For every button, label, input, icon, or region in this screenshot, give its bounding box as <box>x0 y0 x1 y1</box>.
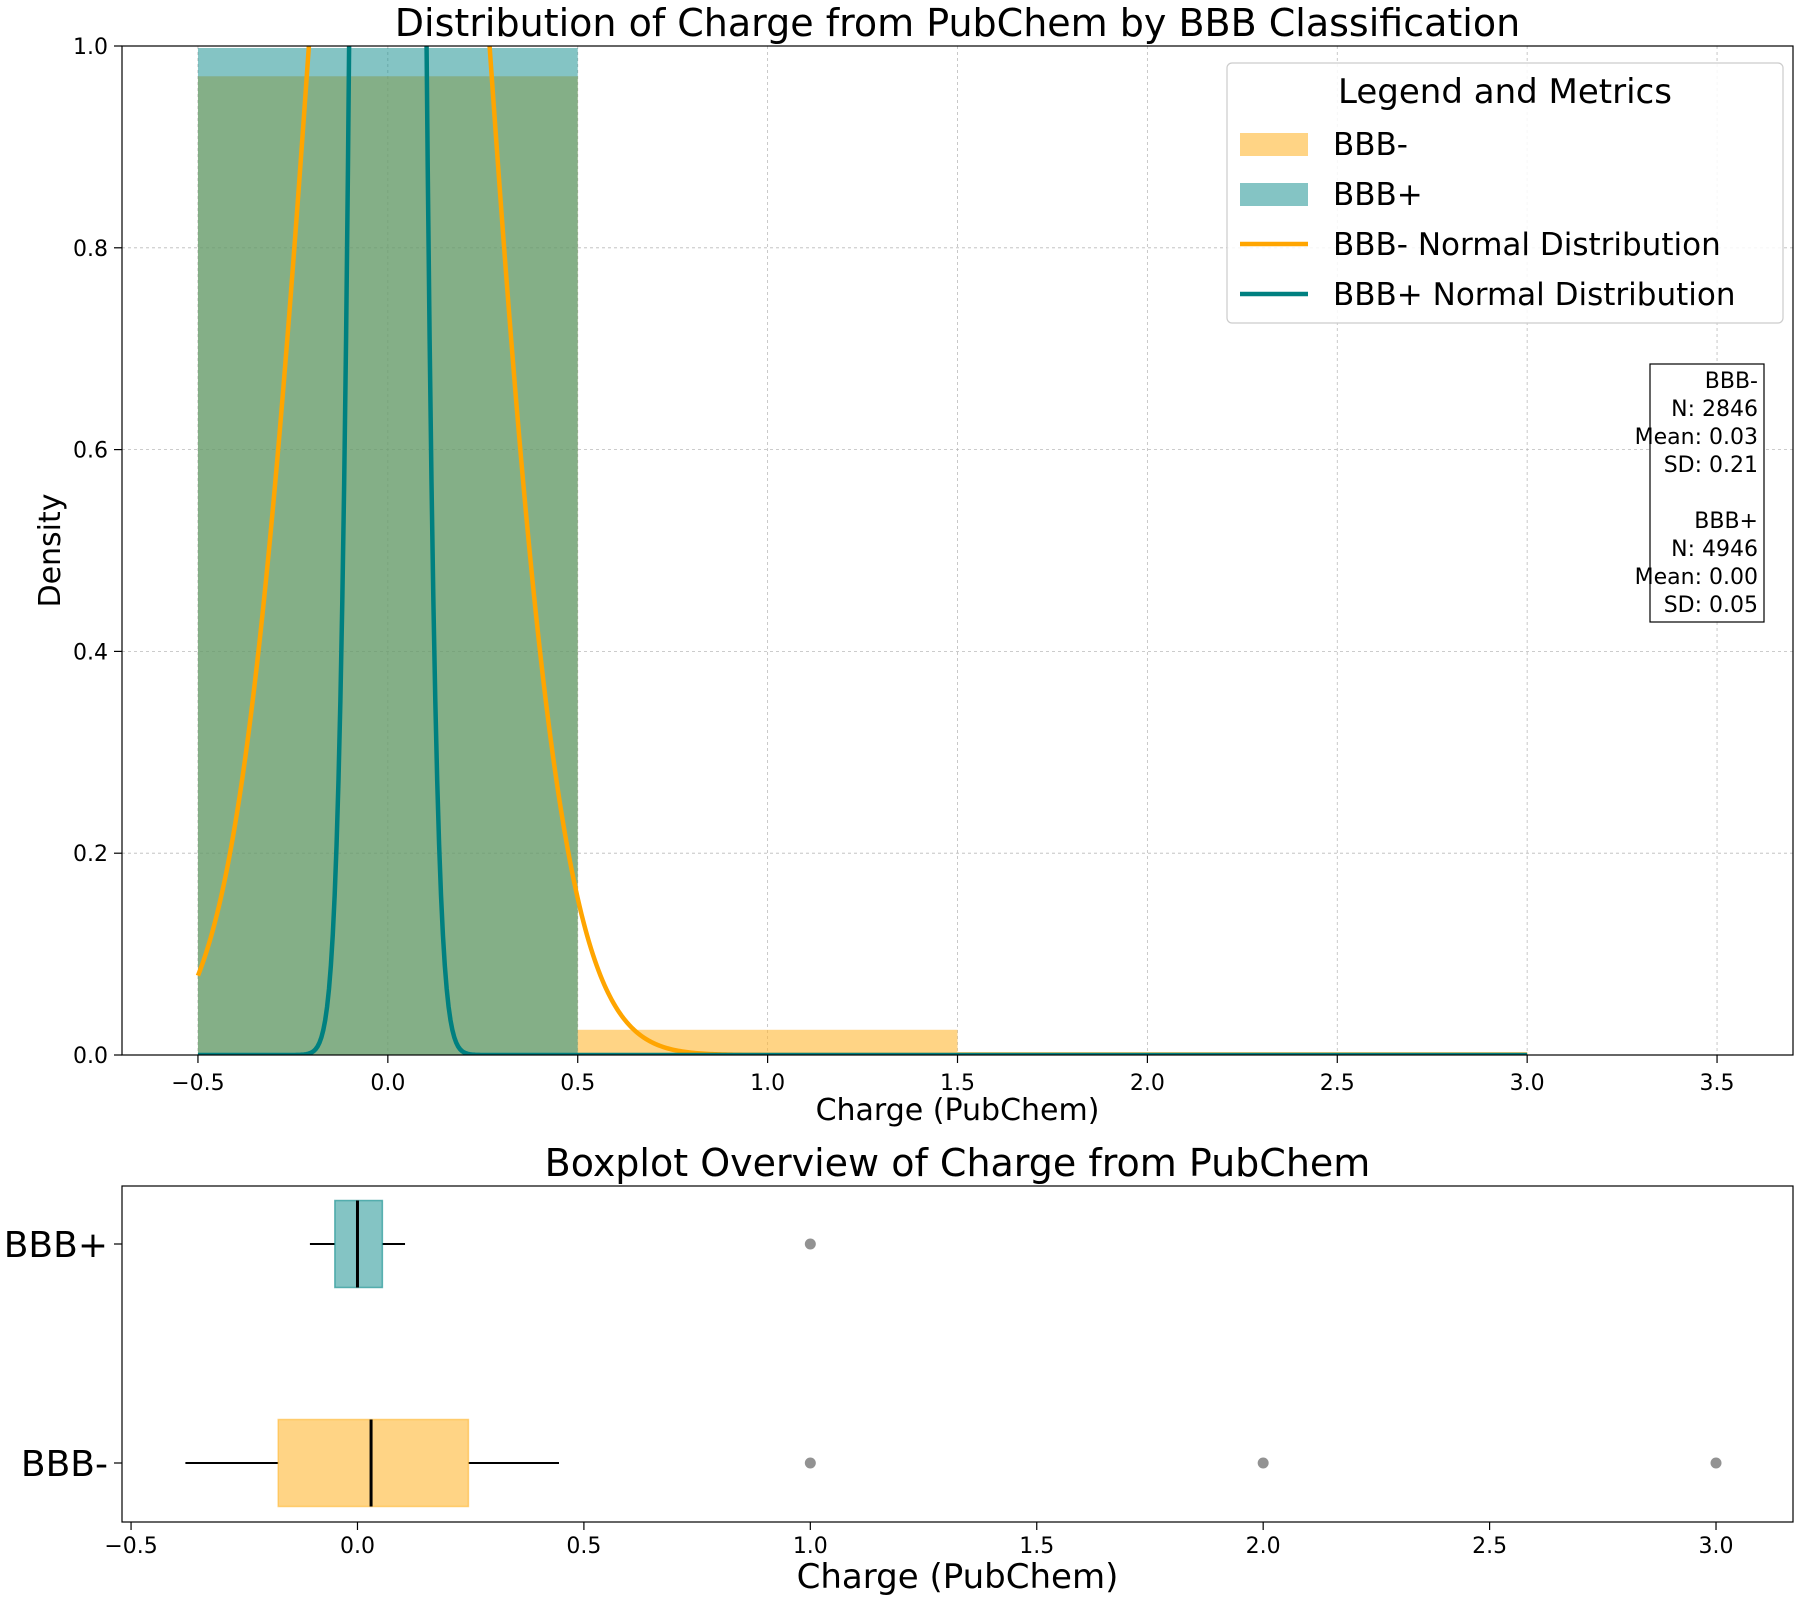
x-tick-label: 2.5 <box>1320 1071 1355 1096</box>
y-tick-label: 0.4 <box>73 640 108 665</box>
y-tick-label: 0.0 <box>73 1044 108 1069</box>
boxplot-boxes <box>185 1199 1722 1508</box>
legend-label: BBB- <box>1333 127 1408 163</box>
outlier-point <box>804 1457 816 1469</box>
y-tick-label: 0.8 <box>73 237 108 262</box>
metrics-line: Mean: 0.00 <box>1635 565 1758 590</box>
histogram-y-axis-label: Density <box>33 493 68 607</box>
legend-entries: BBB- BBB+ BBB- Normal Distribution BBB+ Nor… <box>1240 127 1736 313</box>
x-tick-label: 2.5 <box>1472 1534 1507 1559</box>
x-tick-label: 1.5 <box>1019 1534 1054 1559</box>
x-tick-label: 2.0 <box>1246 1534 1281 1559</box>
boxplot-title: Boxplot Overview of Charge from PubChem <box>545 1141 1371 1185</box>
legend-swatch <box>1240 183 1308 206</box>
x-tick-label: 1.5 <box>940 1071 975 1096</box>
histogram-y-ticks: 0.0 0.2 0.4 0.6 0.8 1.0 <box>73 35 122 1069</box>
x-tick-label: 2.0 <box>1130 1071 1165 1096</box>
y-tick-label: 1.0 <box>73 35 108 60</box>
y-tick-label: BBB+ <box>4 1225 108 1266</box>
x-tick-label: 0.5 <box>560 1071 595 1096</box>
x-tick-label: 1.0 <box>793 1534 828 1559</box>
metrics-line: N: 2846 <box>1671 397 1758 422</box>
legend-label: BBB- Normal Distribution <box>1333 227 1721 263</box>
x-tick-label: 0.0 <box>340 1534 375 1559</box>
histogram-x-ticks: −0.5 0.0 0.5 1.0 1.5 2.0 2.5 3.0 3.5 <box>171 1055 1735 1096</box>
y-tick-label: 0.6 <box>73 439 108 464</box>
legend-swatch <box>1240 133 1308 156</box>
boxplot-plot-frame <box>121 1185 1794 1523</box>
y-tick-label: 0.2 <box>73 842 108 867</box>
metrics-line: N: 4946 <box>1671 537 1758 562</box>
boxplot-panel: −0.5 0.0 0.5 1.0 1.5 2.0 2.5 3.0 BBB+ BBB- Boxpl… <box>4 1141 1794 1597</box>
histogram-bars <box>197 48 1528 1055</box>
legend: Legend and Metrics BBB- BBB+ BBB- Normal D… <box>1226 62 1784 324</box>
x-tick-label: 0.0 <box>370 1071 405 1096</box>
metrics-line: BBB- <box>1705 369 1758 394</box>
histogram-bar <box>577 1029 958 1055</box>
y-tick-label: BBB- <box>21 1444 108 1485</box>
legend-label: BBB+ Normal Distribution <box>1333 277 1736 313</box>
x-tick-label: 3.0 <box>1510 1071 1545 1096</box>
metrics-line: SD: 0.21 <box>1664 453 1758 478</box>
x-tick-label: 3.0 <box>1699 1534 1734 1559</box>
x-tick-label: 3.5 <box>1700 1071 1735 1096</box>
legend-label: BBB+ <box>1333 177 1423 213</box>
metrics-lines: BBB- N: 2846 Mean: 0.03 SD: 0.21 BBB+ N: 4946… <box>1635 369 1758 618</box>
box-iqr <box>277 1418 470 1508</box>
outlier-point <box>804 1238 816 1250</box>
metrics-line: Mean: 0.03 <box>1635 425 1758 450</box>
histogram-panel: −0.5 0.0 0.5 1.0 1.5 2.0 2.5 3.0 3.5 0.00.20.40.… <box>33 1 1794 1128</box>
x-tick-label: −0.5 <box>171 1071 224 1096</box>
x-tick-label: −0.5 <box>104 1534 157 1559</box>
histogram-title: Distribution of Charge from PubChem by B… <box>395 1 1520 45</box>
metrics-box: BBB- N: 2846 Mean: 0.03 SD: 0.21 BBB+ N: 4946… <box>1635 363 1765 623</box>
legend-title: Legend and Metrics <box>1338 72 1672 112</box>
boxplot-x-axis-label: Charge (PubChem) <box>797 1557 1119 1597</box>
histogram-x-axis-label: Charge (PubChem) <box>816 1093 1100 1128</box>
legend-frame <box>1226 62 1784 324</box>
metrics-box-frame <box>1649 363 1765 623</box>
boxplot-x-ticks: −0.5 0.0 0.5 1.0 1.5 2.0 2.5 3.0 <box>104 1522 1734 1559</box>
metrics-line: SD: 0.05 <box>1664 593 1758 618</box>
boxplot-y-ticks: BBB+ BBB- <box>4 1225 122 1485</box>
outlier-point <box>1710 1457 1722 1469</box>
histogram-bar <box>197 48 578 1055</box>
x-tick-label: 0.5 <box>566 1534 601 1559</box>
metrics-line: BBB+ <box>1694 509 1758 534</box>
outlier-point <box>1257 1457 1269 1469</box>
x-tick-label: 1.0 <box>750 1071 785 1096</box>
